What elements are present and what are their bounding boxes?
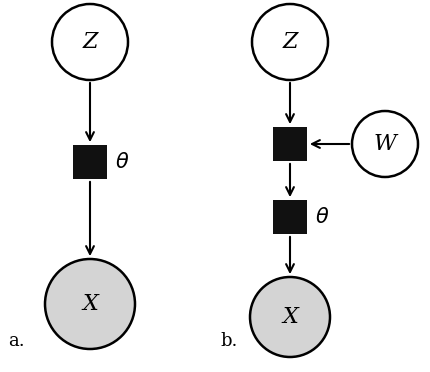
Circle shape xyxy=(52,4,128,80)
Text: Z: Z xyxy=(82,31,98,53)
Text: a.: a. xyxy=(8,332,25,350)
Circle shape xyxy=(252,4,328,80)
Text: $\theta$: $\theta$ xyxy=(115,152,129,172)
Text: X: X xyxy=(82,293,98,315)
Text: b.: b. xyxy=(220,332,237,350)
Text: X: X xyxy=(282,306,298,328)
Circle shape xyxy=(352,111,418,177)
Text: $\theta$: $\theta$ xyxy=(315,207,329,227)
Text: W: W xyxy=(374,133,396,155)
Circle shape xyxy=(45,259,135,349)
Circle shape xyxy=(250,277,330,357)
Bar xyxy=(273,127,307,161)
Text: Z: Z xyxy=(282,31,298,53)
Bar xyxy=(73,145,107,179)
Bar xyxy=(273,200,307,234)
